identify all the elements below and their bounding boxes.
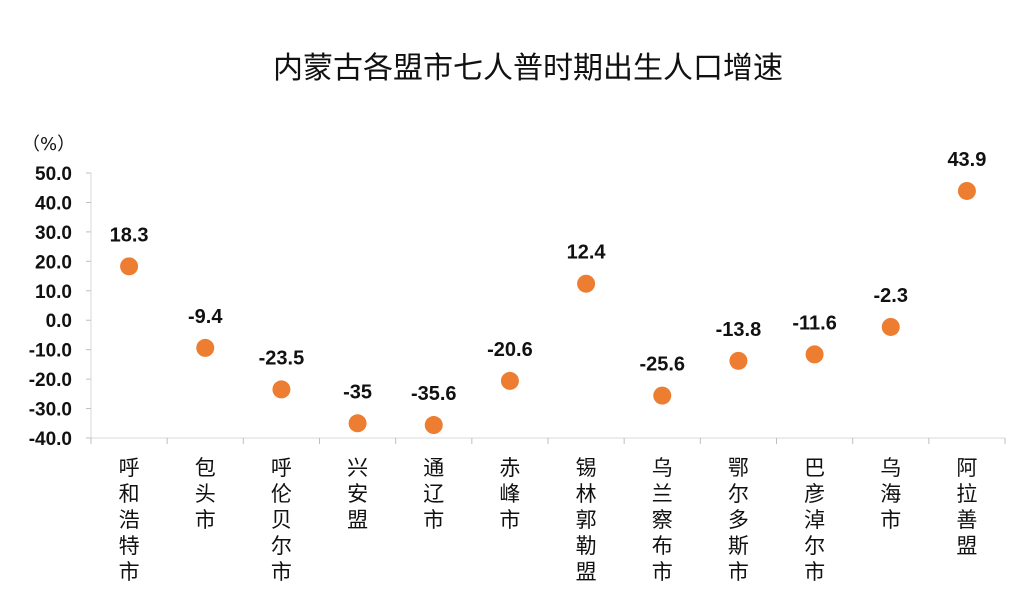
y-tick-label: 40.0 [35,193,72,214]
data-labels: 18.3 -9.4 -23.5 -35 -35.6 -20.6 12.4 -25.6 -13.8… [110,149,987,405]
category-label: 乌兰察布市 [652,456,673,584]
data-label: -35.6 [411,383,457,405]
data-point [957,181,976,200]
data-label: -9.4 [188,306,223,328]
data-label: -23.5 [259,347,305,369]
y-tick-label: -40.0 [29,429,72,450]
data-label: -35 [343,381,372,403]
y-tick-label: 50.0 [35,164,72,185]
data-point [653,386,672,405]
category-label: 乌海市 [880,456,901,532]
data-point [196,338,215,357]
y-tick-label: 20.0 [35,252,72,273]
y-tick-label: 30.0 [35,223,72,244]
category-label: 兴安盟 [347,456,368,532]
data-point [500,371,519,390]
y-tick-label: 10.0 [35,282,72,303]
y-tick-label: 0.0 [46,311,72,332]
data-point [272,380,291,399]
y-tick-label: -10.0 [29,341,72,362]
x-axis [90,437,1006,444]
chart-title: 内蒙古各盟市七人普时期出生人口增速 [273,51,783,86]
category-label: 赤峰市 [499,456,520,532]
category-label: 包头市 [195,456,216,532]
data-label: -13.8 [716,319,762,341]
y-axis-unit: （%） [22,134,75,155]
data-point [348,414,367,433]
data-point [577,274,596,293]
data-label: -2.3 [874,285,908,307]
category-label: 阿拉善盟 [956,456,977,558]
category-label: 巴彦淖尔市 [804,456,825,584]
data-point [729,351,748,370]
category-label: 锡林郭勒盟 [576,456,597,584]
data-label: -25.6 [639,354,685,376]
y-tick-label: -20.0 [29,370,72,391]
data-label: 18.3 [110,224,149,246]
data-point [881,317,900,336]
category-label: 呼和浩特市 [119,456,140,584]
data-label: 43.9 [947,149,986,171]
category-labels: 呼和浩特市 包头市 呼伦贝尔市 兴安盟 通辽市 赤峰市 锡林郭勒盟 乌兰察布市 鄂尔多斯市 巴彦淖… [119,456,978,584]
data-point [120,257,139,276]
data-points [120,181,976,435]
data-label: -11.6 [792,312,836,334]
category-label: 呼伦贝尔市 [271,456,292,584]
data-point [805,345,824,364]
data-label: 12.4 [567,242,607,264]
category-label: 鄂尔多斯市 [728,456,749,584]
category-label: 通辽市 [423,456,444,532]
y-axis: 50.0 40.0 30.0 20.0 10.0 0.0 -10.0 -20.0 -30.0 -4… [29,164,92,450]
y-tick-label: -30.0 [29,400,72,421]
data-label: -20.6 [487,339,533,361]
data-point [424,416,443,435]
